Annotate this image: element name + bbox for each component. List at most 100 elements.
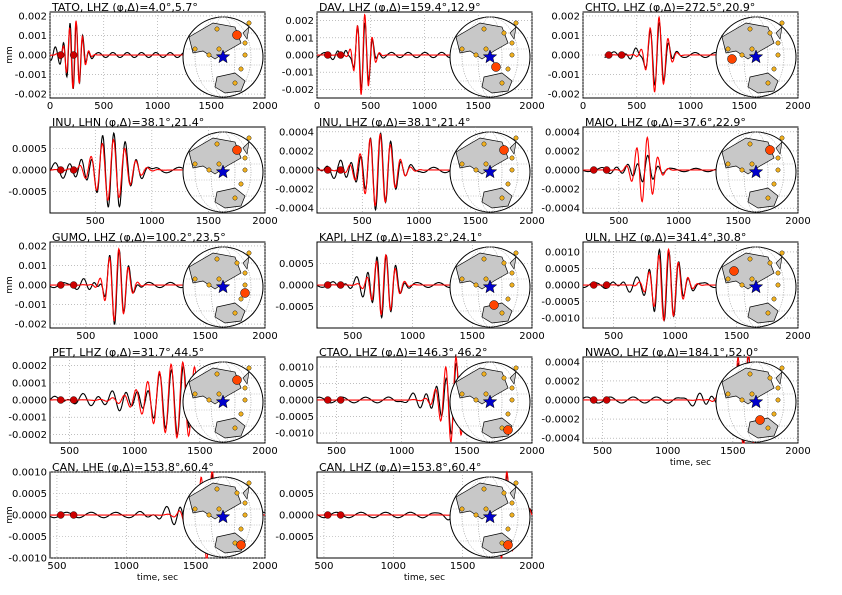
panel-title: INU, LHN (φ,Δ)=38.1°,21.4° [52,116,204,129]
y-tick-label: -0.0005 [275,412,314,423]
station-dot [238,181,244,187]
y-tick-label: 0.0002 [545,376,580,387]
station-dot [242,512,248,518]
active-station-dot [489,300,499,310]
y-tick-label: 0.001 [285,33,314,44]
station-dot [767,260,773,266]
station-dot [739,167,745,173]
longitude-line [477,246,503,328]
station-dot [513,135,519,141]
station-dot [481,26,487,32]
x-tick-label: 2000 [252,561,277,572]
y-tick-label: 0.000 [285,51,314,62]
station-dot [725,391,731,397]
phase-marker [57,396,65,404]
x-tick-label: 500 [327,446,346,457]
longitude-line [743,246,769,328]
x-tick-label: 500 [314,561,333,572]
phase-marker [336,281,345,289]
station-dot [509,385,515,391]
globe-inset [715,246,797,328]
chart-panel: CAN, LHE (φ,Δ)=153.8°,60.4° 500 1000 1500 20… [5,461,278,583]
x-tick-label: 1000 [666,216,691,227]
station-dot [473,167,479,173]
x-tick-label: 2000 [785,101,810,112]
station-dot [739,282,745,288]
station-dot [246,365,252,371]
station-dot [234,490,240,496]
y-tick-label: -0.0002 [8,430,47,441]
y-tick-label: -0.001 [15,70,47,81]
chart-panel: DAV, LHZ (φ,Δ)=159.4°,12.9° 0 500 1000 1500 2… [282,1,545,112]
y-tick-label: 0.0002 [279,146,314,157]
y-tick-label: -0.0002 [541,415,580,426]
x-tick-label: 1000 [400,331,425,342]
longitude-line [194,16,252,98]
phase-marker [590,396,598,404]
station-dot [767,375,773,381]
japan-landmass [242,26,250,40]
station-dot [771,411,777,417]
x-tick-label: 1000 [678,101,703,112]
x-tick-label: 1500 [463,216,488,227]
japan-landmass [242,486,250,500]
source-star-icon [482,394,498,409]
globe-inset [449,246,531,328]
longitude-line [477,16,503,98]
panel-title: CHTO, LHZ (φ,Δ)=272.5°,20.9° [585,1,755,14]
x-tick-label: 2000 [519,561,544,572]
x-tick-label: 1000 [389,446,414,457]
phase-marker [69,51,78,59]
y-tick-label: 0.002 [285,16,314,27]
australia-landmass [747,417,779,439]
station-dot [771,66,777,72]
station-dot [232,425,238,431]
station-dot [483,161,489,167]
source-star-icon [748,164,764,179]
station-dot [501,490,507,496]
y-tick-label: 0.0004 [545,357,580,368]
longitude-line [727,16,785,98]
globe-inset [715,131,797,213]
station-dot [238,411,244,417]
chart-panel: INU, LHZ (φ,Δ)=38.1°,21.4° 500 1000 1500 200… [275,116,544,227]
station-dot [481,256,487,262]
globe-inset [449,476,531,558]
asia-landmass [455,22,509,60]
phase-marker [602,166,611,174]
x-tick-label: 1500 [720,446,745,457]
y-tick-label: -0.0005 [541,297,580,308]
station-dot [499,310,505,316]
longitude-line [194,246,252,328]
asia-landmass [188,137,242,175]
station-dot [192,46,198,52]
station-dot [747,256,753,262]
panel-title: ULN, LHZ (φ,Δ)=341.4°,30.8° [585,231,746,244]
chart-panel: GUMO, LHZ (φ,Δ)=100.2°,23.5° 500 1000 1500 2… [5,231,278,342]
source-star-icon [748,49,764,64]
asia-landmass [188,22,242,60]
station-dot [501,30,507,36]
active-station-dot [729,266,739,276]
x-tick-label: 1500 [187,446,212,457]
panel-title: DAV, LHZ (φ,Δ)=159.4°,12.9° [319,1,481,14]
station-dot [242,155,248,161]
station-dot [459,506,465,512]
globe-inset [715,16,797,98]
station-dot [246,20,252,26]
japan-landmass [509,256,517,270]
phase-marker [618,51,626,59]
x-tick-label: 1500 [199,101,224,112]
active-station-dot [503,540,513,550]
x-tick-label: 2000 [785,331,810,342]
x-tick-label: 1000 [122,446,147,457]
station-dot [214,256,220,262]
station-dot [214,26,220,32]
station-dot [242,397,248,403]
y-tick-label: -0.001 [282,68,314,79]
station-dot [765,80,771,86]
station-dot [509,40,515,46]
active-station-dot [755,415,765,425]
station-dot [481,141,487,147]
x-tick-label: 1500 [193,331,218,342]
